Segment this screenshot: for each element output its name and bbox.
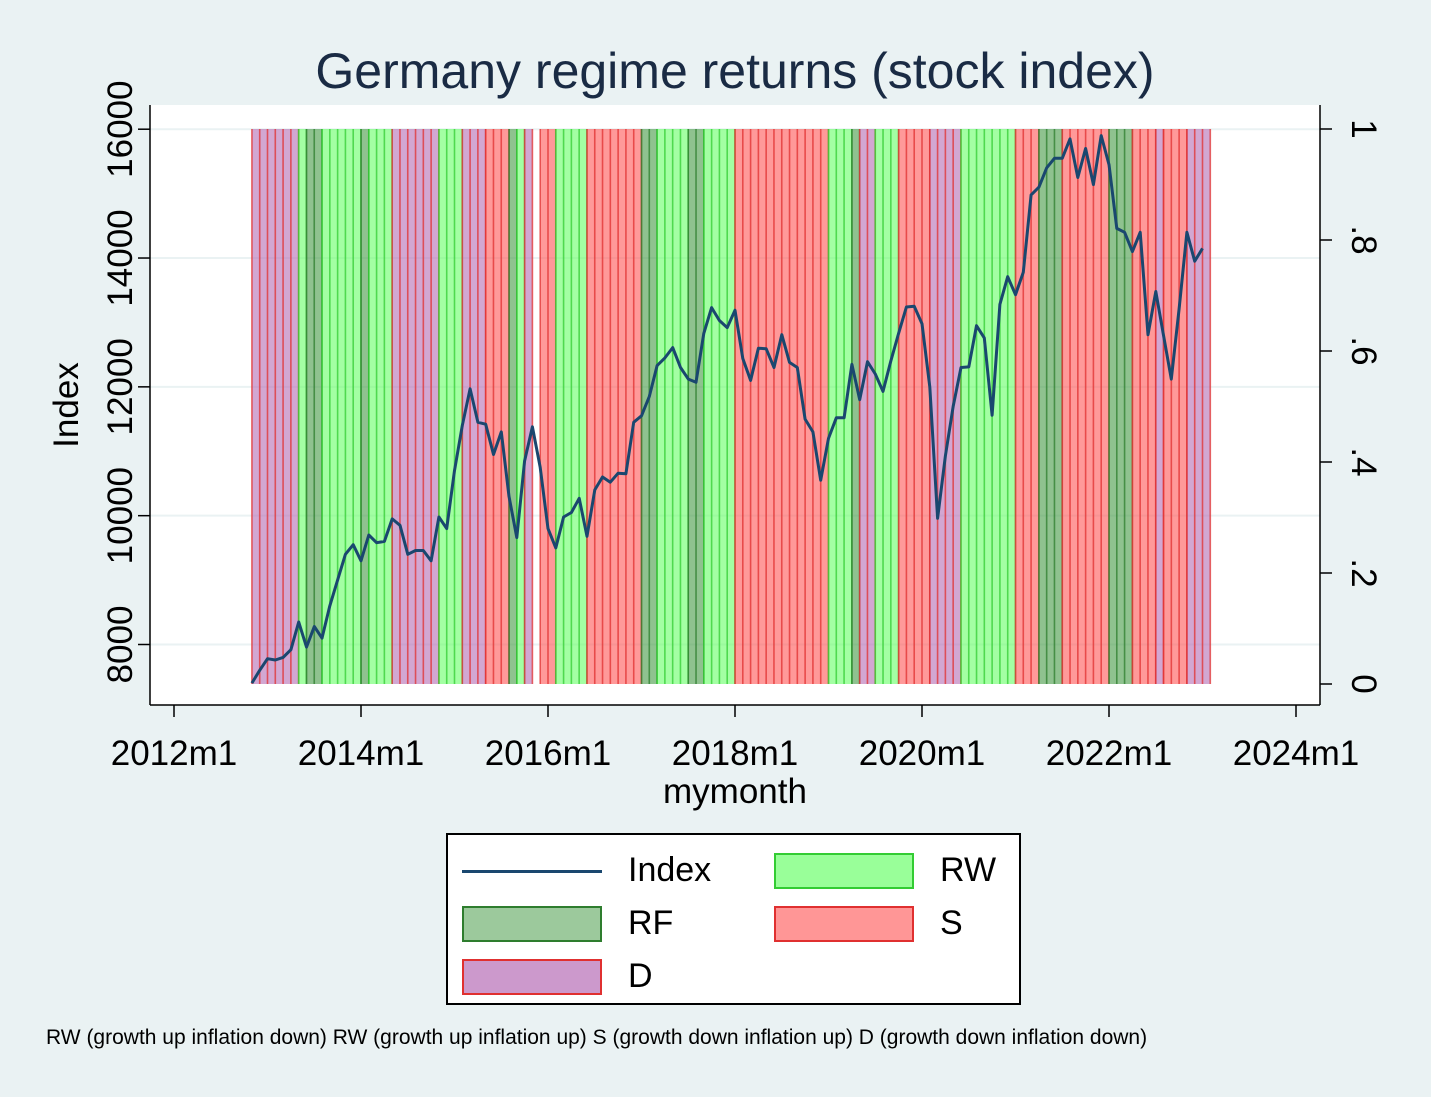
regime-band-d-33 bbox=[1154, 129, 1165, 684]
legend-item-index: Index bbox=[462, 851, 711, 890]
legend-item-d: D bbox=[462, 957, 653, 996]
legend-label-s: S bbox=[940, 904, 963, 942]
series-index-line bbox=[250, 134, 1204, 684]
regime-band-rf-4 bbox=[360, 129, 370, 684]
regime-band-rw-21 bbox=[827, 129, 853, 684]
regime-bands bbox=[251, 129, 1212, 684]
y-tick-label-3: 14000 bbox=[101, 209, 140, 306]
regime-band-s-32 bbox=[1131, 129, 1157, 684]
chart-note: RW (growth up inflation down) RW (growth… bbox=[46, 1026, 1148, 1049]
y-tick-label-2: 12000 bbox=[101, 338, 140, 435]
regime-band-rw-7 bbox=[438, 129, 464, 684]
chart-title: Germany regime returns (stock index) bbox=[315, 43, 1154, 99]
y-axis-label: Index bbox=[47, 362, 86, 448]
regime-band-s-28 bbox=[1014, 129, 1040, 684]
legend-swatch-s bbox=[774, 905, 914, 942]
regime-band-rw-27 bbox=[960, 129, 1017, 684]
legend-label-index: Index bbox=[628, 851, 712, 889]
y2-tick-label-1: .2 bbox=[1344, 558, 1383, 587]
regime-band-s-34 bbox=[1162, 129, 1188, 684]
regime-band-d-6 bbox=[391, 129, 440, 684]
regime-band-rw-24 bbox=[874, 129, 900, 684]
axes: 2012m1 2014m1 2016m1 2018m1 2020m1 2022m1 2024… bbox=[101, 81, 1383, 773]
x-tick-label-3: 2018m1 bbox=[672, 734, 798, 773]
x-tick-label-1: 2014m1 bbox=[298, 734, 424, 773]
regime-band-rw-17 bbox=[656, 129, 690, 684]
legend-item-rf: RF bbox=[462, 904, 673, 943]
regime-band-d-26 bbox=[928, 129, 962, 684]
regime-band-s-30 bbox=[1061, 129, 1110, 684]
y-tick-label-1: 10000 bbox=[101, 467, 140, 564]
regime-band-rf-2 bbox=[305, 129, 323, 684]
y2-tick-label-3: .6 bbox=[1344, 336, 1383, 365]
x-tick-label-2: 2016m1 bbox=[485, 734, 611, 773]
y-tick-label-0: 8000 bbox=[101, 606, 140, 684]
legend-item-rw: RW bbox=[774, 851, 996, 890]
regime-band-rw-3 bbox=[321, 129, 362, 684]
x-tick-label-4: 2020m1 bbox=[859, 734, 985, 773]
x-tick-label-6: 2024m1 bbox=[1233, 734, 1359, 773]
legend-label-d: D bbox=[628, 957, 653, 995]
regime-band-rw-5 bbox=[367, 129, 393, 684]
regime-band-rw-11 bbox=[516, 129, 526, 684]
regime-band-rf-10 bbox=[508, 129, 518, 684]
legend-item-s: S bbox=[774, 904, 963, 943]
regime-band-rw-19 bbox=[703, 129, 736, 684]
regime-band-s-15 bbox=[586, 129, 643, 684]
regime-band-s-13 bbox=[539, 129, 557, 684]
legend-swatch-index bbox=[462, 853, 602, 889]
regime-band-d-35 bbox=[1186, 129, 1212, 684]
x-tick-label-5: 2022m1 bbox=[1046, 734, 1172, 773]
legend-label-rf: RF bbox=[628, 904, 674, 942]
regime-band-rf-31 bbox=[1108, 129, 1134, 684]
regime-band-rf-22 bbox=[851, 129, 861, 684]
legend: Index RW RF S D bbox=[446, 833, 1021, 1005]
y2-tick-label-5: 1 bbox=[1344, 119, 1383, 138]
regime-band-s-9 bbox=[484, 129, 510, 684]
regime-band-rf-18 bbox=[687, 129, 705, 684]
legend-swatch-rw bbox=[774, 852, 914, 889]
regime-band-s-20 bbox=[734, 129, 830, 684]
regime-band-s-25 bbox=[897, 129, 931, 684]
y2-tick-label-2: .4 bbox=[1344, 447, 1383, 476]
regime-band-d-23 bbox=[858, 129, 877, 684]
y-tick-label-4: 16000 bbox=[101, 81, 140, 178]
x-axis-label: mymonth bbox=[663, 772, 807, 811]
regime-band-rf-29 bbox=[1038, 129, 1064, 684]
x-tick-label-0: 2012m1 bbox=[111, 734, 237, 773]
y2-tick-label-4: .8 bbox=[1344, 225, 1383, 254]
regime-band-rw-1 bbox=[297, 129, 308, 684]
legend-label-rw: RW bbox=[940, 851, 997, 889]
legend-swatch-rf bbox=[462, 905, 602, 942]
regime-band-d-0 bbox=[251, 129, 300, 684]
y2-tick-label-0: 0 bbox=[1344, 674, 1383, 693]
regime-band-d-12 bbox=[523, 129, 534, 684]
legend-swatch-d bbox=[462, 958, 602, 995]
regime-band-rw-14 bbox=[554, 129, 588, 684]
